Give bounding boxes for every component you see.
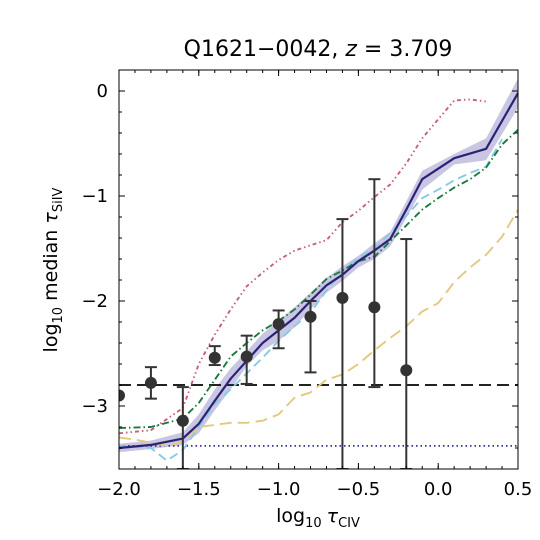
y-axis-label: log10 median τSiIV <box>40 187 66 352</box>
data-point-group <box>304 300 317 374</box>
series-line-dashdot <box>119 129 518 430</box>
x-axis-ticks: −2.0 −1.5 −1.0 −0.5 0.0 0.5 <box>97 70 532 500</box>
data-point <box>144 376 157 389</box>
y-tick-label: 0 <box>97 81 108 102</box>
data-point <box>304 310 317 323</box>
x-axis-label: log10 τCIV <box>276 505 360 531</box>
uncertainty-band <box>119 78 518 453</box>
y-tick-label: −3 <box>81 396 108 417</box>
data-point <box>400 364 413 377</box>
series-line-dashdotdot <box>119 98 487 435</box>
data-point-group <box>144 366 157 400</box>
data-point <box>176 414 189 427</box>
data-point <box>368 301 381 314</box>
series-line-solid <box>119 92 518 450</box>
x-tick-label: −1.5 <box>177 479 221 500</box>
data-point-group <box>336 218 349 469</box>
x-tick-label: −2.0 <box>97 479 141 500</box>
data-point <box>272 318 285 331</box>
data-point <box>240 350 253 363</box>
y-tick-label: −1 <box>81 186 108 207</box>
data-point-group <box>400 238 413 469</box>
y-tick-label: −2 <box>81 291 108 312</box>
data-point-group <box>208 345 221 367</box>
x-tick-label: −1.0 <box>257 479 301 500</box>
data-point <box>119 389 125 402</box>
data-point <box>208 351 221 364</box>
series-lines <box>119 92 518 462</box>
data-point-group <box>368 178 381 389</box>
x-tick-label: 0.0 <box>424 479 453 500</box>
x-tick-label: −0.5 <box>337 479 381 500</box>
data-point-group <box>119 389 125 402</box>
x-tick-label: 0.5 <box>504 479 533 500</box>
data-point <box>336 291 349 304</box>
plot-area <box>119 78 518 469</box>
y-axis-ticks: 0 −1 −2 −3 <box>81 69 518 470</box>
chart-title: Q1621−0042, z = 3.709 <box>184 37 453 62</box>
data-points <box>119 178 413 469</box>
data-point-group <box>176 386 189 469</box>
data-point-group <box>272 309 285 350</box>
data-point-group <box>240 334 253 385</box>
plot-frame <box>118 69 519 470</box>
series-line-dashed <box>119 138 503 462</box>
